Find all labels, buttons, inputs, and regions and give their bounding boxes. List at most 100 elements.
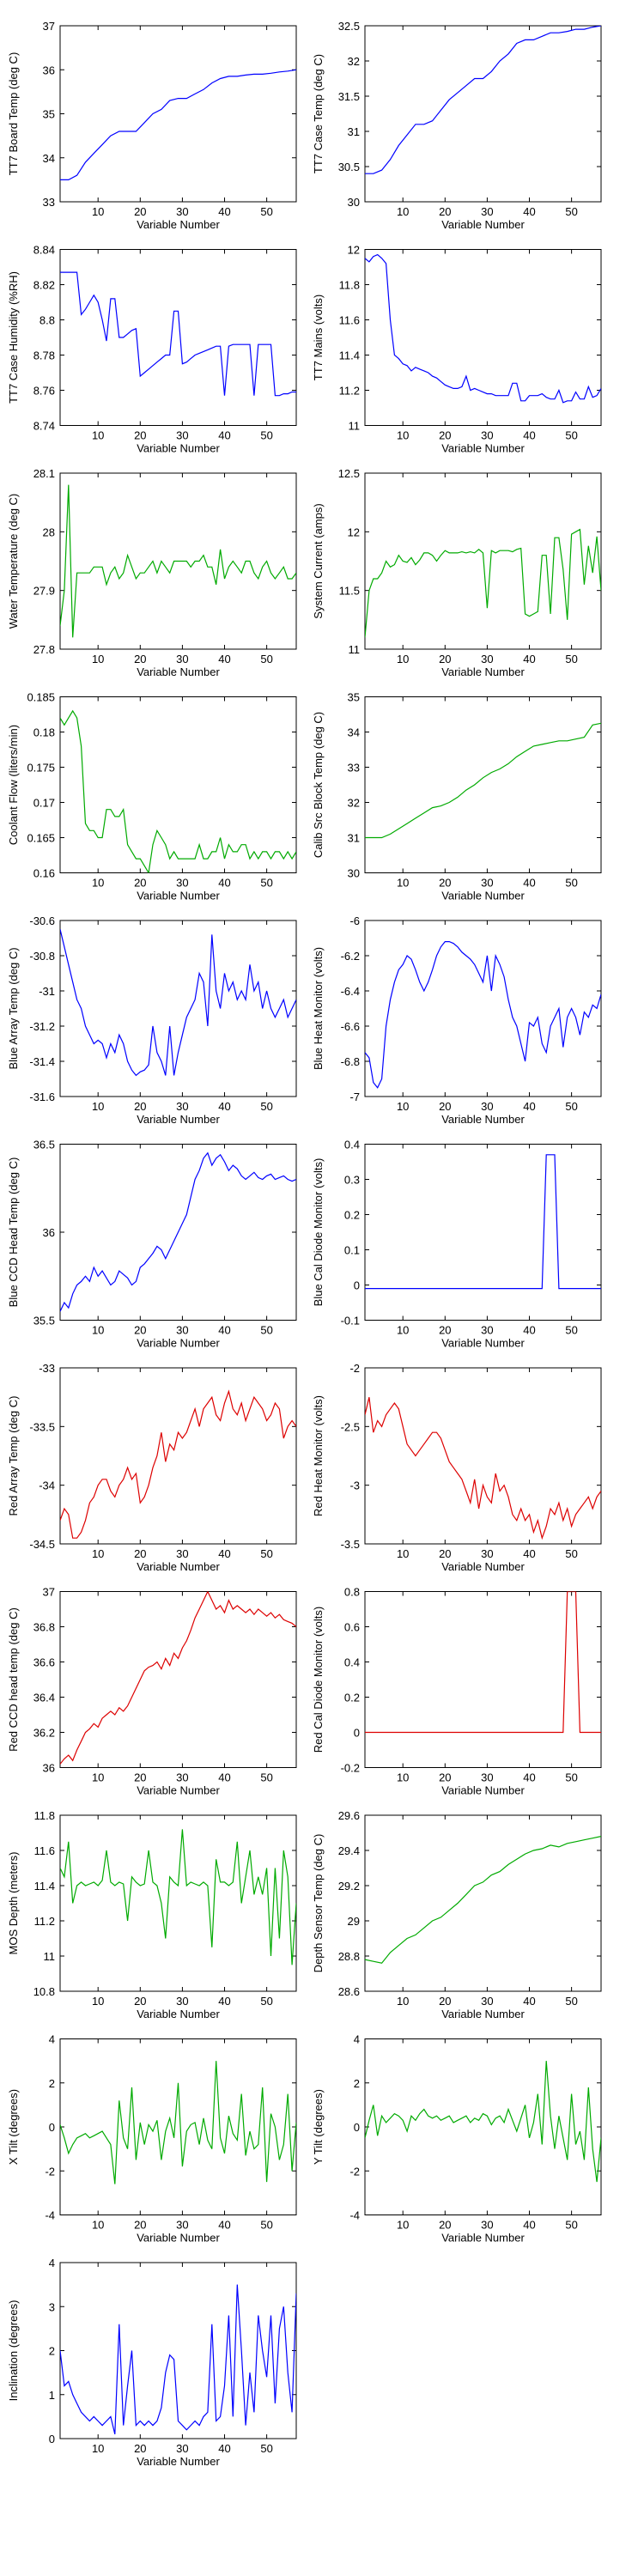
y-tick-label: 0.4 [344, 1656, 360, 1669]
y-tick-label: 36.2 [33, 1727, 55, 1740]
x-tick-label: 10 [92, 653, 104, 665]
series-line [60, 709, 296, 873]
y-tick-label: -6 [349, 914, 360, 927]
x-tick-label: 30 [481, 1547, 493, 1560]
x-tick-label: 10 [92, 2442, 104, 2455]
x-tick-label: 10 [397, 1547, 409, 1560]
y-tick-label: 4 [49, 2033, 55, 2046]
x-axis-label: Variable Number [441, 1337, 525, 1350]
series-line [60, 484, 296, 638]
x-tick-label: 50 [260, 1100, 272, 1113]
y-tick-label: 37 [43, 20, 55, 33]
plot-frame [364, 249, 602, 426]
y-tick-label: 8.74 [33, 420, 55, 433]
x-tick-label: 30 [176, 877, 188, 890]
y-tick-label: 37 [43, 1586, 55, 1599]
series-line [365, 1154, 601, 1290]
x-tick-label: 10 [92, 1771, 104, 1784]
x-tick-label: 30 [176, 1324, 188, 1337]
y-tick-label: 8.84 [33, 244, 55, 257]
x-tick-label: 30 [481, 205, 493, 218]
y-tick-label: 36.8 [33, 1621, 55, 1634]
x-tick-label: 40 [523, 205, 535, 218]
plot-frame [59, 2038, 297, 2215]
x-tick-label: 10 [92, 1100, 104, 1113]
y-tick-label: -31 [39, 985, 55, 998]
x-tick-label: 20 [134, 653, 146, 665]
y-tick-label: -33.5 [29, 1420, 55, 1433]
x-tick-label: 10 [397, 1771, 409, 1784]
chart-panel: 10 20 30 40 50 -3.5 -3 -2.5 -2 Variable Number Red… [312, 1362, 602, 1573]
x-axis-label: Variable Number [137, 2455, 220, 2468]
x-tick-label: 50 [565, 877, 577, 890]
chart-panel: 10 20 30 40 50 0.16 0.165 0.17 0.175 0.18 0.185 Var… [7, 691, 297, 902]
x-tick-label: 10 [92, 205, 104, 218]
x-tick-label: 40 [218, 1547, 230, 1560]
x-tick-label: 40 [218, 1324, 230, 1337]
y-tick-label: 11.8 [34, 1809, 55, 1822]
y-tick-label: 0.3 [344, 1174, 360, 1187]
y-tick-label: 32 [348, 55, 360, 68]
x-tick-label: 30 [481, 429, 493, 442]
x-tick-label: 10 [92, 877, 104, 890]
x-tick-label: 20 [439, 1100, 451, 1113]
y-axis-label: TT7 Case Humidity (%RH) [7, 271, 20, 404]
y-tick-label: 30 [348, 196, 360, 209]
y-tick-label: 0.17 [33, 797, 55, 810]
plot-frame [364, 1814, 602, 1992]
y-axis-label: TT7 Board Temp (deg C) [7, 52, 20, 176]
y-tick-label: 29.6 [338, 1809, 360, 1822]
x-tick-label: 50 [565, 1771, 577, 1784]
y-tick-label: 34 [348, 726, 360, 739]
y-axis-label: System Current (amps) [312, 503, 325, 618]
x-tick-label: 40 [218, 1771, 230, 1784]
y-tick-label: 35 [43, 108, 55, 121]
x-tick-label: 30 [176, 1771, 188, 1784]
x-tick-label: 30 [481, 877, 493, 890]
x-axis-label: Variable Number [441, 2008, 525, 2020]
y-axis-label: Blue Array Temp (deg C) [7, 947, 20, 1069]
x-tick-label: 30 [176, 1100, 188, 1113]
y-tick-label: 36 [43, 64, 55, 76]
y-tick-label: 0.2 [344, 1692, 360, 1704]
x-axis-label: Variable Number [441, 1784, 525, 1797]
chart-panel: 10 20 30 40 50 -4 -2 0 2 4 Variable Number Y Tilt (… [312, 2033, 602, 2245]
series-line [60, 1591, 296, 1765]
chart-panel: 10 20 30 40 50 33 34 35 36 37 Variable Number TT7 B… [7, 20, 297, 231]
x-tick-label: 30 [481, 1324, 493, 1337]
x-axis-label: Variable Number [441, 1113, 525, 1126]
plot-frame [59, 2262, 297, 2439]
x-tick-label: 30 [176, 653, 188, 665]
x-tick-label: 40 [523, 1771, 535, 1784]
plot-frame [59, 25, 297, 203]
plot-frame [364, 25, 602, 203]
series-line [365, 253, 601, 404]
x-tick-label: 40 [523, 653, 535, 665]
x-tick-label: 30 [481, 2219, 493, 2232]
y-tick-label: 35 [348, 691, 360, 704]
x-tick-label: 20 [134, 1771, 146, 1784]
y-tick-label: 0.4 [344, 1139, 360, 1151]
plot-frame [59, 472, 297, 650]
y-tick-label: 11 [349, 643, 361, 656]
y-tick-label: 36.5 [33, 1139, 55, 1151]
y-tick-label: 36 [43, 1762, 55, 1775]
x-tick-label: 20 [134, 1100, 146, 1113]
series-line [60, 1829, 296, 1965]
y-axis-label: Y Tilt (degrees) [312, 2089, 325, 2165]
x-tick-label: 40 [523, 429, 535, 442]
y-tick-label: 36.6 [33, 1656, 55, 1669]
series-line [365, 722, 601, 839]
x-tick-label: 30 [176, 1547, 188, 1560]
x-tick-label: 20 [439, 877, 451, 890]
y-tick-label: 28.8 [338, 1950, 360, 1963]
plot-frame [59, 696, 297, 873]
x-tick-label: 20 [439, 1324, 451, 1337]
y-axis-label: Red CCD head temp (deg C) [7, 1607, 20, 1752]
chart-panel: 10 20 30 40 50 35.5 36 36.5 Variable Number Blue … [7, 1139, 297, 1350]
x-tick-label: 20 [134, 1547, 146, 1560]
y-tick-label: 4 [49, 2257, 55, 2269]
x-tick-label: 40 [218, 653, 230, 665]
y-tick-label: 33 [348, 762, 360, 775]
plot-frame [364, 1144, 602, 1321]
